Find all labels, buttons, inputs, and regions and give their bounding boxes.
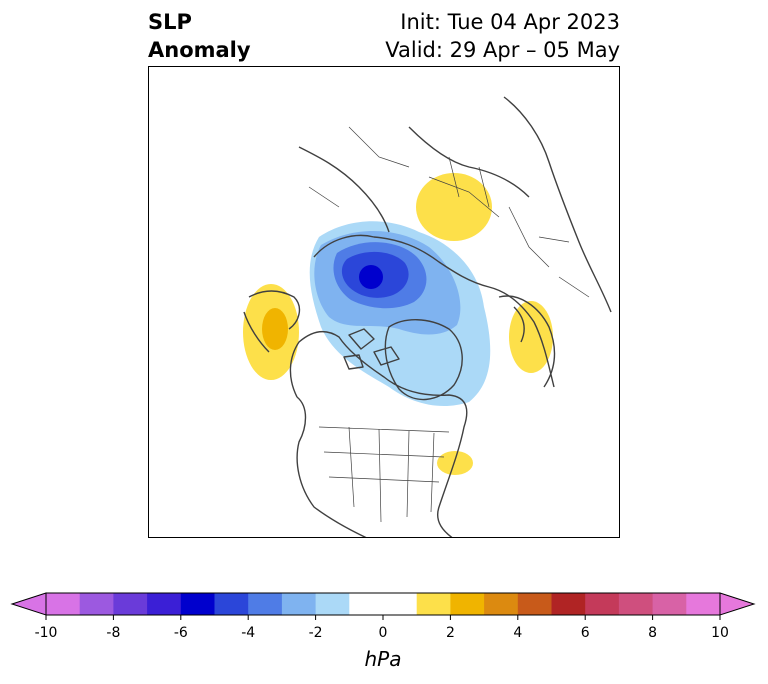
colorbar-bin <box>618 593 654 615</box>
borders-eurasia <box>308 126 590 298</box>
colorbar-bin <box>349 593 418 615</box>
colorbar-bin <box>416 593 451 615</box>
colorbar-bin <box>517 593 552 615</box>
colorbar-tick-label: 0 <box>379 625 388 641</box>
anomaly-fill-layer <box>243 173 553 475</box>
colorbar-bin <box>281 593 317 615</box>
colorbar-tick-label: 6 <box>581 625 590 641</box>
polar-map <box>243 96 612 537</box>
colorbar-tick-label: -2 <box>309 625 323 641</box>
anomaly-pos-asia <box>416 173 492 241</box>
colorbar-tick-label: 10 <box>711 625 729 641</box>
coast-greenland <box>384 319 463 401</box>
border-layer <box>308 126 590 523</box>
title-slp: SLP <box>148 10 192 34</box>
coast-archipelago <box>343 328 400 370</box>
colorbar-bin <box>147 593 182 615</box>
colorbar-bin <box>180 593 215 615</box>
coast-alaska <box>243 290 301 353</box>
colorbar-bin <box>585 593 620 615</box>
anomaly-pos-atlantic <box>509 301 553 373</box>
colorbar-tick-label: -8 <box>106 625 120 641</box>
colorbar-bin <box>652 593 687 615</box>
map-panel <box>148 66 620 538</box>
colorbar-over-arrow <box>719 592 756 616</box>
colorbar-bin <box>551 593 586 615</box>
colorbar-bin <box>450 593 485 615</box>
colorbar-bin <box>686 593 721 615</box>
anomaly-pos-alaska-core <box>262 308 288 350</box>
colorbar-tick-label: -4 <box>241 625 255 641</box>
colorbar-ticks: -10 -8 -6 -4 -2 0 2 4 6 8 10 <box>35 615 729 641</box>
init-date: Init: Tue 04 Apr 2023 <box>400 10 620 34</box>
colorbar-tick-label: 8 <box>648 625 657 641</box>
colorbar-bin <box>79 593 114 615</box>
coast-north-america <box>289 330 468 537</box>
title-anomaly: Anomaly <box>148 38 251 62</box>
colorbar-bins <box>46 593 721 615</box>
anomaly-neg-core <box>359 265 383 289</box>
colorbar-tick-label: -10 <box>35 625 58 641</box>
colorbar: -10 -8 -6 -4 -2 0 2 4 6 8 10 hPa <box>10 592 756 671</box>
coast-europe <box>498 295 556 388</box>
colorbar-tick-label: 4 <box>513 625 522 641</box>
colorbar-tick-label: 2 <box>446 625 455 641</box>
colorbar-unit-label: hPa <box>365 647 402 671</box>
colorbar-bin <box>315 593 350 615</box>
colorbar-tick-label: -6 <box>174 625 188 641</box>
colorbar-under-arrow <box>10 592 47 616</box>
colorbar-bin <box>248 593 283 615</box>
colorbar-bin <box>214 593 249 615</box>
borders-us <box>318 426 450 523</box>
map-title: SLP Anomaly <box>148 8 251 64</box>
coastline-layer <box>243 96 612 537</box>
colorbar-bin <box>484 593 519 615</box>
coast-asia-east <box>503 96 612 313</box>
valid-range: Valid: 29 Apr – 05 May <box>385 38 620 62</box>
map-subtitle: Init: Tue 04 Apr 2023 Valid: 29 Apr – 05… <box>385 8 620 64</box>
colorbar-bin <box>46 593 81 615</box>
colorbar-bin <box>113 593 148 615</box>
anomaly-pos-us <box>437 451 473 475</box>
coast-eurasia <box>298 126 555 388</box>
